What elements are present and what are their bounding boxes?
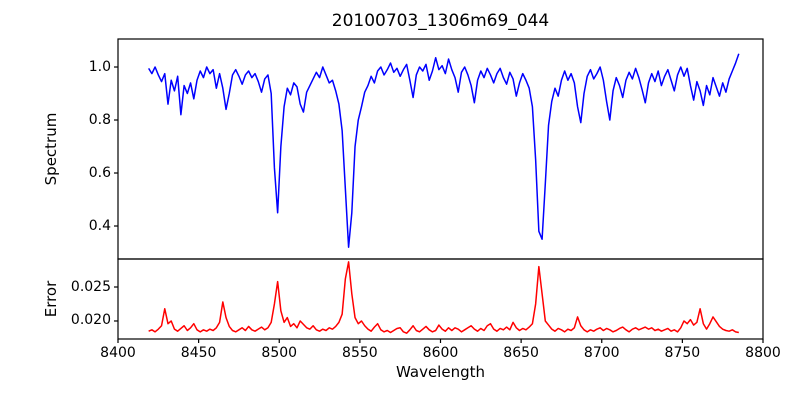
x-tick-label: 8550 xyxy=(342,345,378,361)
x-tick-label: 8450 xyxy=(180,345,217,361)
spectrum-line xyxy=(147,53,740,248)
x-tick-label: 8700 xyxy=(583,345,620,361)
x-axis-label: Wavelength xyxy=(396,363,485,381)
error-line xyxy=(148,261,739,334)
spectrum-y-tick-label: 0.8 xyxy=(88,111,111,128)
spectrum-y-tick-label: 1.0 xyxy=(88,58,111,75)
error-y-tick-label: 0.025 xyxy=(70,278,111,295)
spectrum-y-tick-label: 0.6 xyxy=(88,164,111,181)
x-tick-label: 8500 xyxy=(261,345,298,361)
error-y-tick-label: 0.020 xyxy=(70,312,111,329)
x-tick-label: 8650 xyxy=(503,345,539,361)
spectrum-y-tick-label: 0.4 xyxy=(88,217,111,234)
x-tick-label: 8750 xyxy=(664,345,701,361)
plot-title: 20100703_1306m69_044 xyxy=(331,11,550,31)
spectrum-y-axis-label: Spectrum xyxy=(42,112,60,186)
x-tick-label: 8600 xyxy=(422,345,459,361)
x-tick-label: 8400 xyxy=(100,345,136,361)
error-y-axis-label: Error xyxy=(42,280,60,318)
x-tick-label: 8800 xyxy=(745,345,781,361)
